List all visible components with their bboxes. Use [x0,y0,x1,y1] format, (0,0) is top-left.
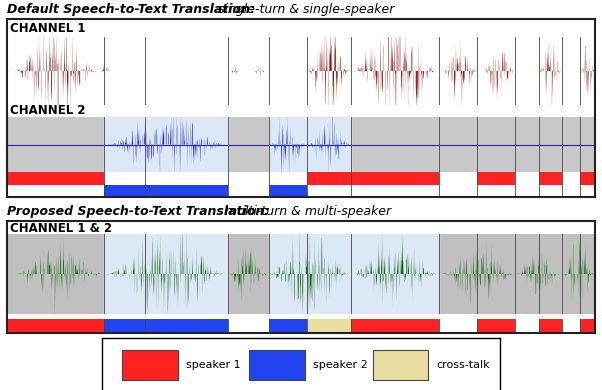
Bar [580,172,595,185]
Text: single-turn & single-speaker: single-turn & single-speaker [214,2,394,16]
Bar [7,172,104,185]
Bar [104,117,228,172]
Bar [307,172,439,185]
Bar [268,117,351,172]
Bar [104,319,228,333]
Bar [268,234,439,314]
Bar [580,319,595,333]
Bar [307,319,351,333]
Text: CHANNEL 1 & 2: CHANNEL 1 & 2 [10,222,113,235]
Bar [122,351,178,380]
Bar [477,172,515,185]
Text: speaker 1: speaker 1 [186,360,240,370]
Bar [104,234,228,314]
Bar [104,185,228,197]
Bar [477,319,515,333]
Text: speaker 2: speaker 2 [313,360,368,370]
Text: multi-turn & multi-speaker: multi-turn & multi-speaker [221,204,391,218]
Text: Default Speech-to-Text Translation:: Default Speech-to-Text Translation: [7,2,255,16]
Text: CHANNEL 1: CHANNEL 1 [10,22,85,35]
Bar [7,319,104,333]
Bar [268,319,307,333]
Text: CHANNEL 2: CHANNEL 2 [10,105,85,117]
Text: cross-talk: cross-talk [436,360,489,370]
Bar [351,319,439,333]
Bar [373,351,428,380]
Bar [539,172,562,185]
Text: Proposed Speech-to-Text Translation:: Proposed Speech-to-Text Translation: [7,204,270,218]
Bar [268,185,307,197]
Bar [249,351,305,380]
Bar [539,319,562,333]
